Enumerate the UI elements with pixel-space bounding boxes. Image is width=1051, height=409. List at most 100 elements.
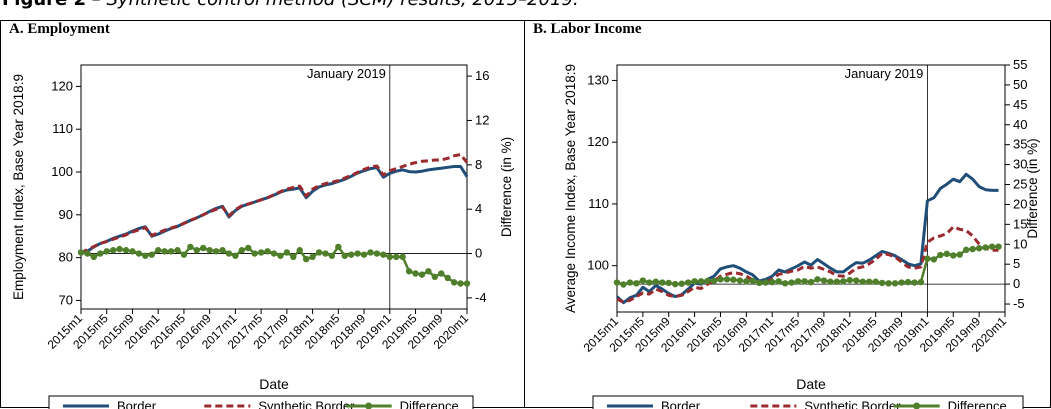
data-point (245, 245, 251, 251)
data-point (277, 253, 283, 259)
series-line (81, 155, 467, 253)
data-point (885, 280, 891, 286)
figure-title-text: – Synthetic control method (SCM) results… (86, 0, 579, 10)
data-point (226, 250, 232, 256)
data-point (116, 246, 122, 252)
data-point (110, 247, 116, 253)
data-point (724, 276, 730, 282)
labor-income-chart: January 2019100110120130-505101520253035… (525, 21, 1050, 409)
y-tick-label: 90 (59, 207, 73, 222)
data-point (348, 251, 354, 257)
data-point (614, 279, 620, 285)
data-point (258, 249, 264, 255)
data-point (374, 250, 380, 256)
y2-tick-label: 16 (475, 68, 489, 83)
data-point (627, 279, 633, 285)
data-point (821, 277, 827, 283)
data-point (931, 256, 937, 262)
data-point (78, 249, 84, 255)
data-point (380, 251, 386, 257)
data-point (232, 253, 238, 259)
y2-tick-label: -5 (1013, 296, 1025, 311)
y2-tick-label: 45 (1013, 97, 1027, 112)
data-point (704, 278, 710, 284)
legend-label: Border (661, 399, 701, 409)
data-point (303, 256, 309, 262)
data-point (142, 253, 148, 259)
y-tick-label: 110 (588, 196, 609, 211)
data-point (788, 279, 794, 285)
y-tick-label: 80 (59, 250, 73, 265)
data-point (989, 243, 995, 249)
data-point (872, 279, 878, 285)
series-border (81, 167, 467, 254)
data-point (937, 252, 943, 258)
data-point (892, 280, 898, 286)
y-axis-title: Employment Index, Base Year 2018:9 (11, 74, 26, 300)
data-point (840, 278, 846, 284)
data-point (104, 248, 110, 254)
data-point (161, 248, 167, 254)
y2-tick-label: 40 (1013, 117, 1027, 132)
y2-tick-label: -4 (475, 290, 487, 305)
data-point (750, 278, 756, 284)
data-point (756, 280, 762, 286)
data-point (438, 270, 444, 276)
data-point (995, 243, 1001, 249)
data-point (91, 254, 97, 260)
data-point (187, 244, 193, 250)
x-axis-title: Date (796, 376, 826, 392)
data-point (640, 277, 646, 283)
y2-tick-label: 0 (475, 246, 482, 261)
data-point (898, 279, 904, 285)
data-point (445, 275, 451, 281)
y2-tick-label: 0 (1013, 276, 1020, 291)
data-point (737, 277, 743, 283)
data-point (620, 281, 626, 287)
data-point (181, 251, 187, 257)
data-point (213, 248, 219, 254)
legend-label: Difference (400, 399, 459, 409)
data-point (685, 279, 691, 285)
data-point (367, 249, 373, 255)
legend-label: Border (117, 399, 157, 409)
data-point (711, 278, 717, 284)
data-point (769, 279, 775, 285)
data-point (412, 270, 418, 276)
series-difference (78, 244, 470, 287)
data-point (717, 276, 723, 282)
y-axis-title: Average Income Index, Base Year 2018:9 (563, 64, 578, 313)
data-point (97, 250, 103, 256)
data-point (200, 245, 206, 251)
data-point (297, 247, 303, 253)
data-point (136, 250, 142, 256)
data-point (976, 245, 982, 251)
y2-tick-label: 4 (475, 201, 482, 216)
data-point (775, 278, 781, 284)
data-point (963, 247, 969, 253)
data-point (666, 280, 672, 286)
data-point (123, 247, 129, 253)
data-point (264, 248, 270, 254)
data-point (860, 279, 866, 285)
data-point (451, 279, 457, 285)
y-tick-label: 120 (51, 78, 73, 93)
data-point (252, 250, 258, 256)
data-point (342, 253, 348, 259)
y2-tick-label: 55 (1013, 57, 1027, 72)
data-point (322, 250, 328, 256)
y2-axis-title: Difference (in %) (499, 137, 514, 237)
data-point (672, 281, 678, 287)
y2-tick-label: 8 (475, 157, 482, 172)
data-point (206, 247, 212, 253)
annotation-label: January 2019 (307, 66, 386, 81)
data-point (633, 280, 639, 286)
data-point (782, 280, 788, 286)
data-point (290, 254, 296, 260)
data-point (982, 244, 988, 250)
data-point (730, 277, 736, 283)
data-point (129, 248, 135, 254)
data-point (905, 279, 911, 285)
